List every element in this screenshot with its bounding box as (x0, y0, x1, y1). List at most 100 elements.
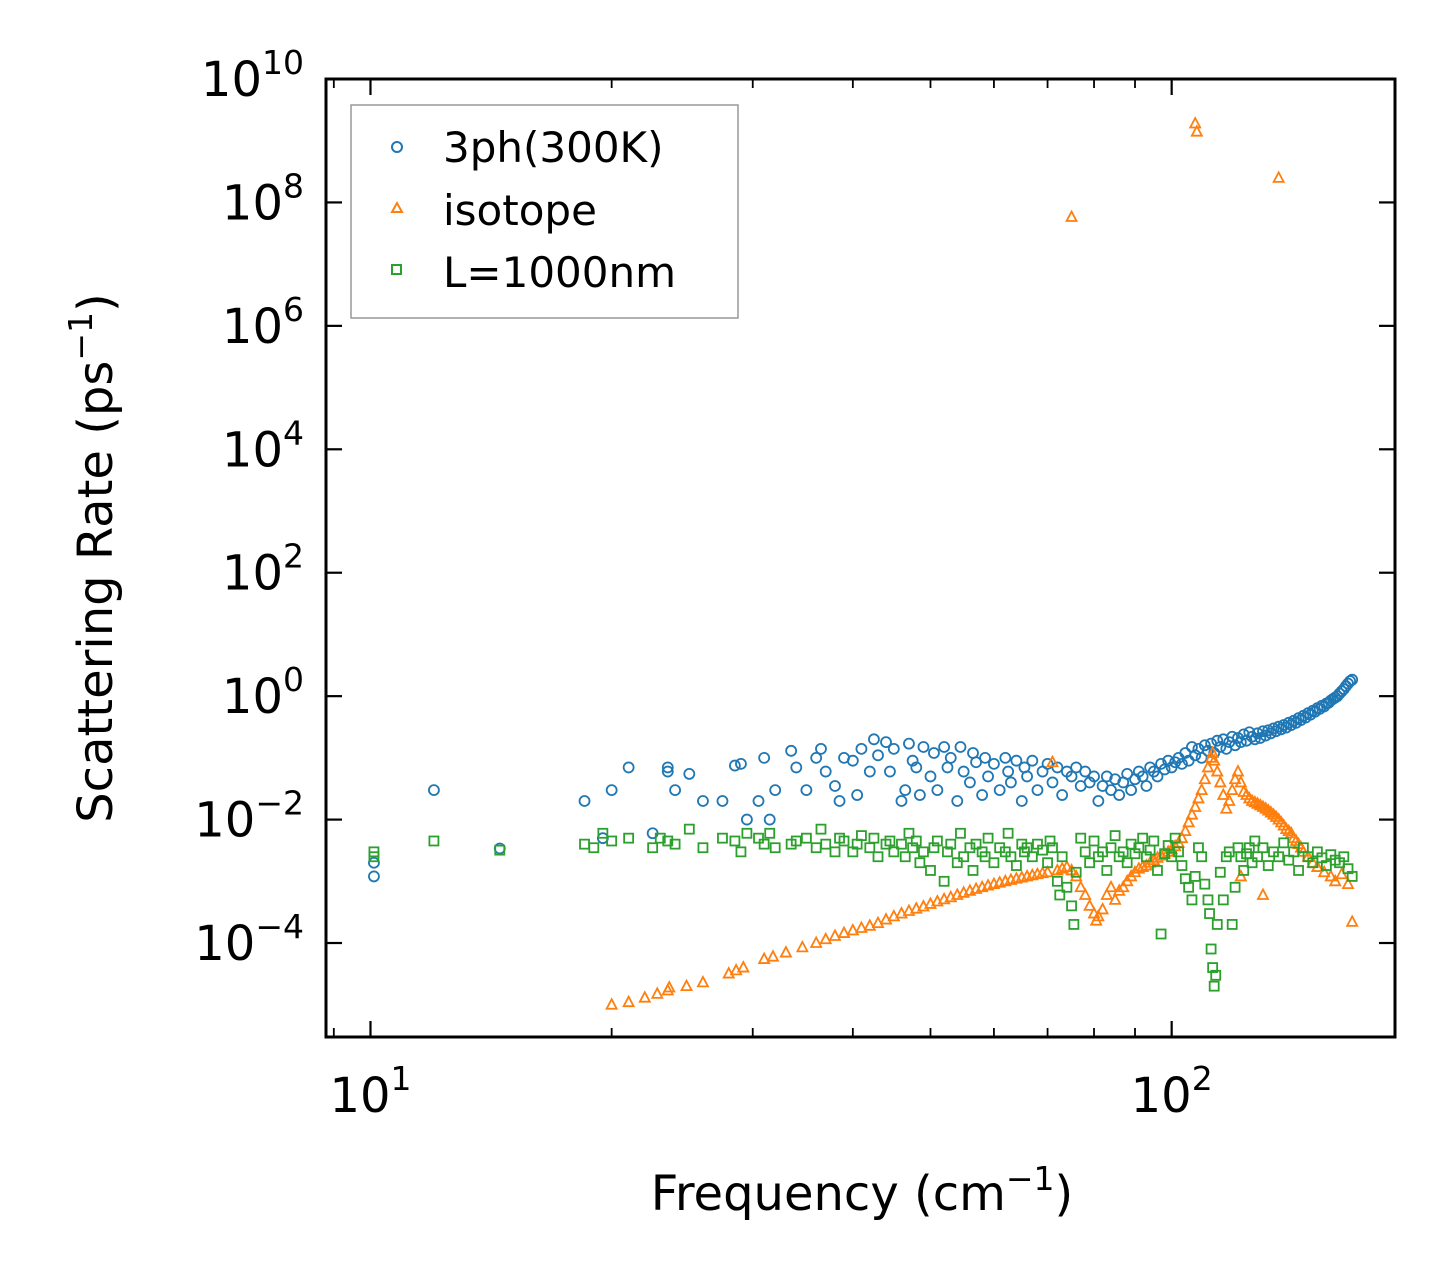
data-point-l1000nm (800, 832, 812, 844)
data-point-isotope (1225, 782, 1239, 796)
data-point-l1000nm (1183, 881, 1195, 893)
data-point-l1000nm (942, 846, 953, 858)
data-point-l1000nm (914, 857, 926, 869)
data-point-3ph (924, 770, 937, 783)
data-point-isotope (1219, 801, 1233, 814)
data-point-3ph (982, 770, 994, 783)
data-point-l1000nm (1293, 865, 1304, 876)
data-point-3ph (938, 741, 951, 753)
data-point-isotope (879, 912, 893, 925)
data-point-isotope (779, 945, 793, 958)
data-point-l1000nm (1273, 851, 1285, 863)
data-point-isotope (871, 915, 885, 929)
data-point-3ph (829, 780, 841, 792)
data-point-isotope (1253, 797, 1267, 811)
data-point-3ph (1100, 770, 1113, 783)
data-point-3ph (903, 737, 915, 750)
data-point-isotope (809, 935, 823, 948)
data-point-3ph (928, 747, 940, 759)
data-point-l1000nm (697, 842, 709, 854)
data-point-l1000nm (1079, 846, 1091, 858)
axis-ticks (326, 77, 1395, 1037)
data-point-isotope (1341, 876, 1355, 890)
data-point-isotope (1272, 170, 1286, 183)
data-point-3ph (895, 795, 908, 807)
data-point-isotope (1191, 791, 1205, 804)
data-point-l1000nm (979, 851, 991, 863)
data-point-l1000nm (856, 830, 867, 842)
data-point-l1000nm (1196, 851, 1208, 863)
data-point-l1000nm (970, 838, 982, 850)
x-axis-title: Frequency (cm−1) (651, 1159, 1074, 1222)
data-point-l1000nm (753, 832, 764, 844)
data-point-isotope (1231, 764, 1245, 777)
data-point-l1000nm (1101, 865, 1113, 876)
data-point-l1000nm (1205, 943, 1217, 955)
data-point-3ph (1234, 736, 1247, 749)
data-point-isotope (1108, 892, 1122, 905)
data-point-isotope (1213, 774, 1227, 788)
data-point-3ph (988, 757, 1000, 770)
data-point-l1000nm (982, 832, 994, 844)
data-point-isotope (1256, 887, 1270, 900)
data-point-isotope (696, 974, 710, 988)
data-point-l1000nm (1169, 832, 1181, 844)
data-point-l1000nm (1075, 832, 1087, 844)
data-point-isotope (1216, 787, 1230, 800)
data-point-l1000nm (1047, 842, 1058, 854)
data-point-l1000nm (623, 832, 635, 844)
data-point-l1000nm (1210, 969, 1222, 981)
legend-entry-l1000nm: L=1000nm (391, 248, 676, 297)
data-point-isotope (1256, 799, 1270, 812)
y-tick-label: 106 (222, 290, 304, 355)
data-point-l1000nm (494, 844, 506, 856)
data-point-l1000nm (1214, 866, 1226, 878)
data-point-l1000nm (829, 846, 841, 858)
data-point-3ph (1237, 728, 1250, 741)
plot-frame (324, 77, 1397, 1039)
data-point-isotope (757, 951, 771, 964)
data-point-l1000nm (925, 865, 936, 876)
data-point-l1000nm (1207, 962, 1219, 973)
data-point-3ph (683, 767, 696, 780)
data-point-isotope (1190, 124, 1204, 137)
data-point-isotope (736, 960, 750, 973)
data-point-isotope (1198, 771, 1212, 785)
data-point-l1000nm (1152, 865, 1163, 876)
data-point-3ph (1113, 789, 1126, 801)
data-point-l1000nm (1155, 928, 1167, 940)
data-point-3ph (1267, 722, 1280, 735)
data-point-isotope (837, 925, 851, 938)
data-point-3ph (976, 789, 989, 801)
data-point-l1000nm (1068, 919, 1080, 930)
data-marks (368, 116, 1359, 1010)
data-point-3ph (661, 765, 674, 778)
data-point-3ph (846, 754, 859, 767)
data-point-l1000nm (899, 851, 911, 863)
data-point-l1000nm (647, 842, 659, 854)
data-point-l1000nm (838, 835, 850, 847)
data-point-l1000nm (1084, 857, 1096, 869)
data-point-l1000nm (1005, 851, 1017, 863)
data-point-3ph (790, 761, 803, 774)
data-point-l1000nm (669, 838, 681, 850)
data-point-3ph (1229, 739, 1242, 752)
data-point-3ph (899, 784, 912, 797)
data-point-l1000nm (1137, 832, 1149, 844)
data-point-3ph (1015, 795, 1028, 807)
data-point-3ph (1248, 733, 1261, 746)
data-point-isotope (1328, 873, 1342, 887)
data-point-isotope (1259, 801, 1273, 814)
legend-box (350, 104, 739, 319)
data-point-l1000nm (1121, 857, 1133, 869)
data-point-3ph (872, 749, 884, 762)
data-point-3ph (1211, 734, 1224, 747)
data-point-3ph (800, 784, 813, 797)
data-point-l1000nm (1117, 846, 1129, 858)
data-point-l1000nm (884, 835, 896, 847)
data-point-3ph (1136, 770, 1149, 783)
series-0 (368, 673, 1359, 883)
data-point-l1000nm (1056, 851, 1068, 863)
data-point-l1000nm (1105, 842, 1117, 854)
